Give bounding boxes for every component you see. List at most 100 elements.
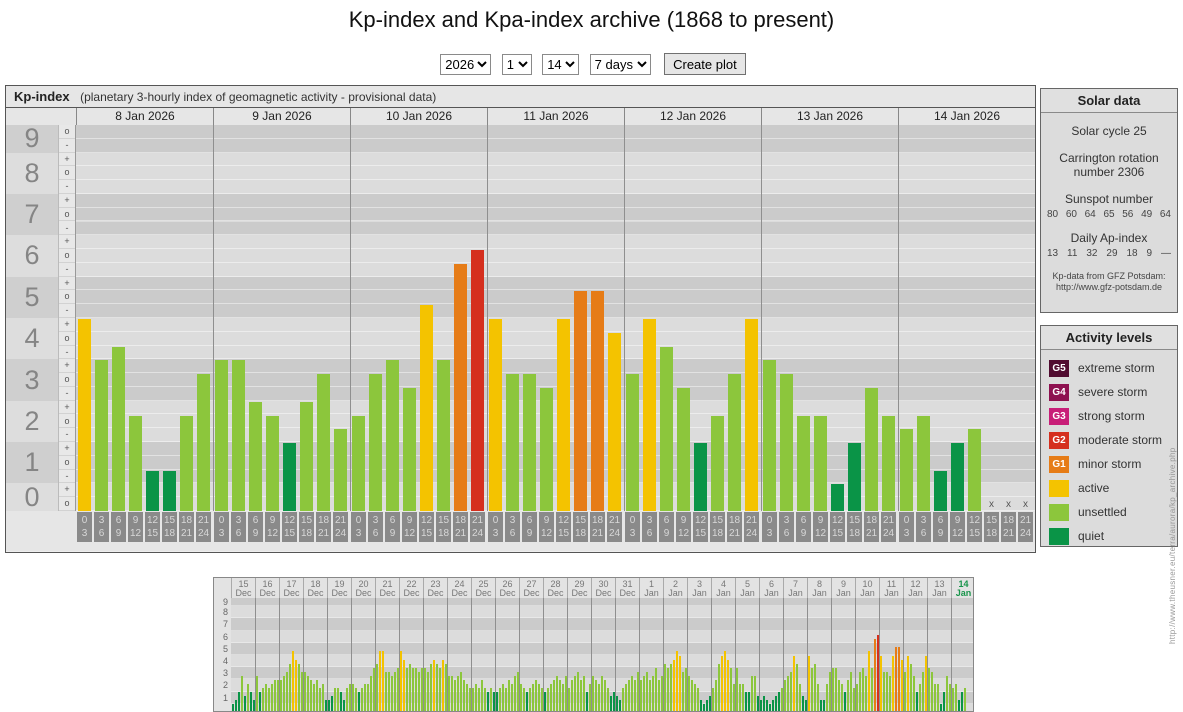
overview-kp-bar [847,679,849,711]
kp-grid-band [76,469,1035,484]
overview-kp-bar [943,692,945,711]
create-plot-button[interactable]: Create plot [664,53,746,75]
overview-y-axis-label: 4 [222,656,228,666]
overview-kp-bar [865,675,867,711]
page-title: Kp-index and Kpa-index archive (1868 to … [348,7,835,32]
time-slot-label: 12 15 [282,512,297,542]
activity-level-label: minor storm [1078,457,1142,471]
date-header-cell: 11 Jan 2026 [487,108,624,125]
kp-bar [266,415,279,511]
overview-kp-bar [793,655,795,711]
kp-bar [917,415,930,511]
overview-y-axis-label: 5 [222,643,228,654]
kp-source-link[interactable]: http://www.gfz-potsdam.de [1055,282,1163,292]
overview-kp-bar [397,667,399,711]
overview-grid-band [231,655,973,668]
kp-bar [865,387,878,511]
overview-kp-bar [784,679,786,711]
overview-kp-bar [613,692,615,711]
kp-bar [797,415,810,511]
overview-kp-bar [664,663,666,711]
activity-level-label: active [1078,481,1110,495]
overview-kp-bar [280,679,282,711]
overview-day-separator [351,598,352,711]
kp-y-axis-subtick: + [59,235,75,250]
overview-kp-bar [508,679,510,711]
kp-grid-band [76,386,1035,401]
solar-data-title: Solar data [1041,89,1177,113]
sunspot-value: 60 [1065,209,1077,220]
kp-grid-band [76,428,1035,443]
kp-source-line1: Kp-data from GFZ Potsdam: [1052,271,1166,281]
kp-bar [403,387,416,511]
kp-y-axis-subtick: o [59,497,75,511]
kp-bar [215,360,228,511]
overview-kp-bar [697,688,699,711]
overview-kp-bar [289,663,291,711]
overview-kp-bar [469,688,471,711]
kp-y-axis-subtick: o [59,125,75,139]
month-select[interactable]: 1 [501,53,532,75]
overview-kp-bar [511,684,513,711]
overview-kp-bar [778,692,780,711]
overview-day-header: 28 Dec [543,578,567,598]
overview-kp-bar [343,700,345,711]
overview-kp-bar [604,679,606,711]
overview-kp-bar [529,688,531,711]
overview-kp-bar [958,700,960,711]
overview-day-separator [951,598,952,711]
overview-kp-bar [754,675,756,711]
kp-y-axis-subtick: - [59,470,75,484]
activity-levels-panel: Activity levels G5 extreme storm G4 severe … [1040,325,1178,547]
overview-kp-bar [931,671,933,711]
year-select[interactable]: 2026 [440,53,492,75]
kp-y-axis-unit-label: 5 [6,276,58,318]
overview-kp-bar [256,675,258,711]
overview-kp-bar [775,696,777,711]
overview-kp-bar [877,635,879,711]
overview-kp-bar [430,663,432,711]
overview-kp-bar [496,692,498,711]
overview-kp-bar [832,667,834,711]
ap-value: 18 [1126,248,1138,259]
overview-kp-bar [928,667,930,711]
kp-grid-band [76,180,1035,194]
overview-kp-bar [550,684,552,711]
overview-day-header: 25 Dec [471,578,495,598]
overview-kp-bar [715,679,717,711]
overview-y-axis-label: 2 [222,680,228,691]
kp-y-axis-unit-label: 3 [6,359,58,401]
overview-kp-bar [328,700,330,711]
kp-bar [334,429,347,511]
kp-grid-band [76,221,1035,236]
date-header-cell: 14 Jan 2026 [898,108,1035,125]
day-select[interactable]: 14 [542,53,580,75]
overview-kp-bar [337,688,339,711]
kp-bar [677,387,690,511]
overview-kp-bar [862,667,864,711]
overview-kp-bar [415,667,417,711]
overview-kp-bar [475,684,477,711]
overview-kp-bar [292,651,294,711]
range-select[interactable]: 7 days [589,53,651,75]
overview-kp-bar [742,684,744,711]
overview-kp-bar [910,663,912,711]
overview-kp-bar [724,651,726,711]
overview-kp-bar [232,704,234,711]
overview-kp-bar [886,671,888,711]
overview-day-separator [903,598,904,711]
overview-kp-bar [394,671,396,711]
overview-kp-bar [466,684,468,711]
overview-kp-bar [442,659,444,711]
overview-day-separator [447,598,448,711]
overview-kp-bar [649,679,651,711]
overview-day-separator [759,598,760,711]
overview-kp-bar [661,675,663,711]
overview-grid-band [231,630,973,643]
overview-day-separator [711,598,712,711]
